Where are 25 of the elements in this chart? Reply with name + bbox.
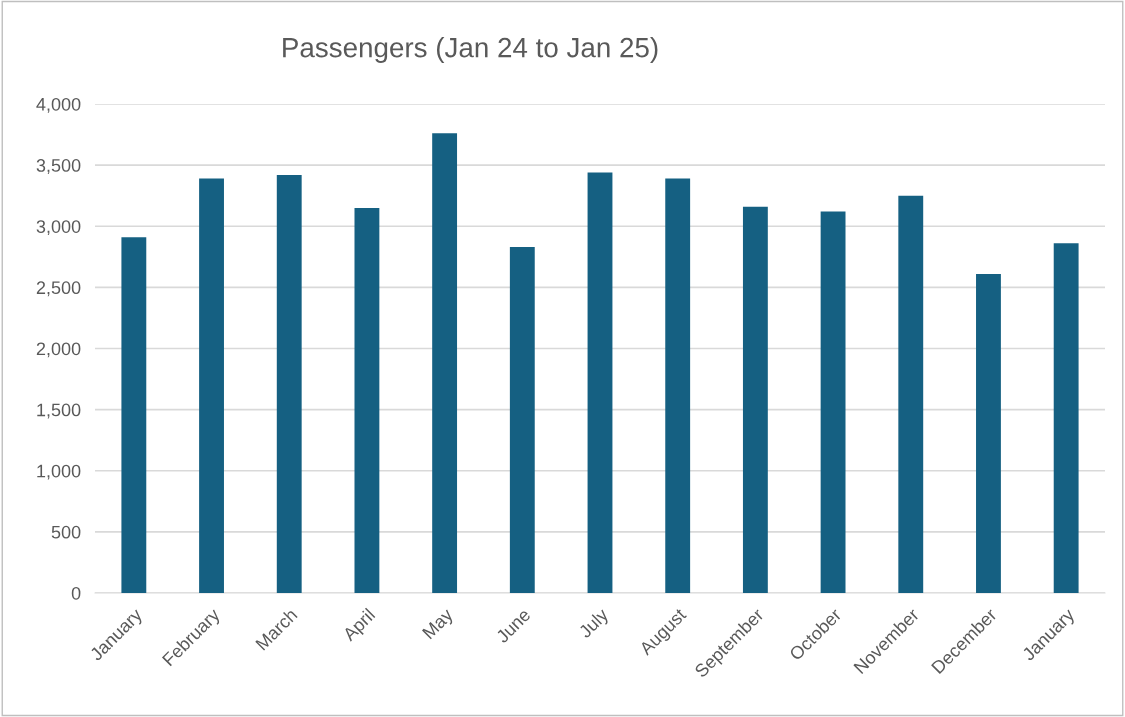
y-tick-label: 3,000 [36,220,81,236]
bar [898,195,924,593]
x-tick-label: July [577,606,612,642]
y-tick-label: 4,000 [36,97,81,113]
y-tick-label: 1,000 [37,464,81,480]
bar [276,174,302,593]
y-tick-label: 0 [71,586,81,600]
bar [199,178,224,593]
y-tick-label: 500 [51,525,81,539]
bar [432,133,458,593]
y-tick-label: 1,500 [37,403,81,419]
bar [509,247,535,593]
bar [976,273,1001,593]
bar [665,178,691,593]
bar [820,211,846,593]
bar [587,172,613,593]
y-tick-label: 3,500 [36,159,81,174]
bar [354,207,380,593]
y-tick-label: 2,000 [36,342,81,358]
bar [1053,243,1079,593]
bar [742,206,768,593]
y-tick-label: 2,500 [36,281,81,297]
x-tick-label: May [422,607,457,642]
bar [121,237,147,593]
chart-title: Passengers (Jan 24 to Jan 25) [283,37,658,63]
